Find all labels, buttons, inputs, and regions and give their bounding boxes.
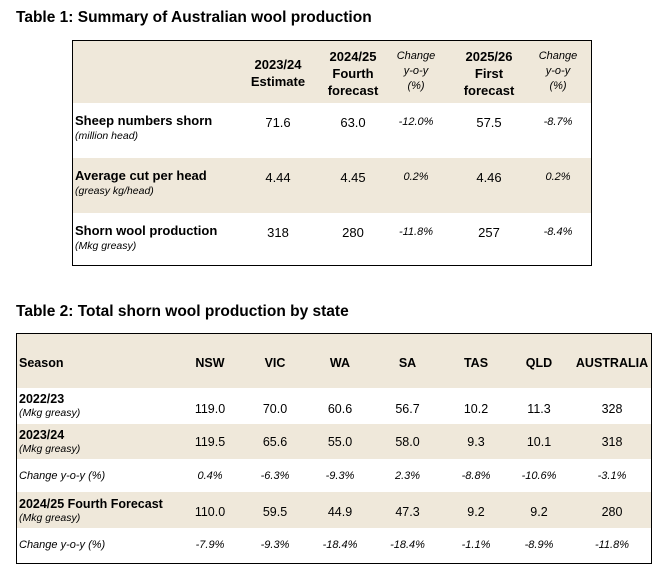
cell: -6.3% xyxy=(260,470,290,482)
cell: 10.1 xyxy=(526,435,552,449)
header-australia: AUSTRALIA xyxy=(575,356,649,370)
cell: 318 xyxy=(267,225,289,240)
cell: -8.9% xyxy=(524,539,554,551)
table2-header-row: Season NSW VIC WA SA TAS QLD AUSTRALIA xyxy=(17,334,651,388)
cell: 11.3 xyxy=(527,402,551,416)
table1-header-row: 2023/24 Estimate 2024/25 Fourth forecast Ch… xyxy=(73,41,591,103)
header-qld: QLD xyxy=(525,356,553,370)
cell: 9.3 xyxy=(467,435,485,449)
cell: 44.9 xyxy=(327,505,353,519)
table1-title: Table 1: Summary of Australian wool prod… xyxy=(16,9,372,26)
cell: -9.3% xyxy=(260,539,290,551)
table1-row-average-cut: Average cut per head (greasy kg/head) 4.… xyxy=(73,158,591,213)
table2-row-change-yoy-1: Change y-o-y (%) 0.4% -6.3% -9.3% 2.3% -… xyxy=(17,459,651,492)
table2-row-2024-25-fourth-forecast: 2024/25 Fourth Forecast (Mkg greasy) 110… xyxy=(17,492,651,528)
cell: -7.9% xyxy=(195,539,225,551)
wool-production-by-state-table: Season NSW VIC WA SA TAS QLD AUSTRALIA 2… xyxy=(16,333,652,564)
header-change-yoy-1: Change y-o-y (%) xyxy=(396,50,436,92)
cell: 280 xyxy=(342,225,364,240)
row-label: 2024/25 Fourth Forecast (Mkg greasy) xyxy=(19,497,163,524)
table2-row-change-yoy-2: Change y-o-y (%) -7.9% -9.3% -18.4% -18.… xyxy=(17,528,651,563)
cell: -9.3% xyxy=(325,470,355,482)
header-2023-24-estimate: 2023/24 Estimate xyxy=(250,57,306,89)
cell: 10.2 xyxy=(463,402,489,416)
cell: 257 xyxy=(478,225,500,240)
table2-row-2023-24: 2023/24 (Mkg greasy) 119.5 65.6 55.0 58.… xyxy=(17,424,651,459)
header-wa: WA xyxy=(329,356,351,370)
table2-row-2022-23: 2022/23 (Mkg greasy) 119.0 70.0 60.6 56.… xyxy=(17,388,651,424)
cell: -18.4% xyxy=(390,539,425,551)
row-label: Change y-o-y (%) xyxy=(19,539,106,551)
cell: 57.5 xyxy=(476,115,502,130)
cell: 71.6 xyxy=(265,115,291,130)
cell: 4.46 xyxy=(476,170,502,185)
row-label: Sheep numbers shorn (million head) xyxy=(75,113,213,142)
cell: 70.0 xyxy=(262,402,288,416)
header-sa: SA xyxy=(398,356,417,370)
cell: -12.0% xyxy=(398,116,434,128)
cell: 56.7 xyxy=(395,402,420,416)
cell: 4.44 xyxy=(265,170,291,185)
header-vic: VIC xyxy=(264,356,286,370)
cell: -1.1% xyxy=(461,539,491,551)
cell: -8.8% xyxy=(461,470,491,482)
cell: 280 xyxy=(601,505,623,519)
cell: 2.3% xyxy=(394,470,421,482)
row-label: Average cut per head (greasy kg/head) xyxy=(75,168,207,197)
row-label: 2023/24 (Mkg greasy) xyxy=(19,428,81,455)
row-label: 2022/23 (Mkg greasy) xyxy=(19,392,81,419)
row-label: Shorn wool production (Mkg greasy) xyxy=(75,223,218,252)
cell: 9.2 xyxy=(530,505,548,519)
cell: 9.2 xyxy=(467,505,485,519)
header-2025-26-first-forecast: 2025/26 First forecast xyxy=(463,49,515,98)
cell: 0.2% xyxy=(545,171,571,183)
cell: -11.8% xyxy=(398,226,434,238)
cell: 65.6 xyxy=(262,435,288,449)
cell: 63.0 xyxy=(340,115,366,130)
header-2024-25-fourth-forecast: 2024/25 Fourth forecast xyxy=(327,49,379,98)
header-season: Season xyxy=(19,356,64,370)
header-nsw: NSW xyxy=(195,356,225,370)
table1-row-shorn-wool-production: Shorn wool production (Mkg greasy) 318 2… xyxy=(73,213,591,265)
cell: -18.4% xyxy=(322,539,358,551)
cell: 318 xyxy=(601,435,623,449)
cell: -8.4% xyxy=(543,226,573,238)
cell: -11.8% xyxy=(594,539,630,551)
cell: 47.3 xyxy=(395,505,420,519)
cell: 0.2% xyxy=(403,171,429,183)
cell: 58.0 xyxy=(395,435,420,449)
cell: 60.6 xyxy=(327,402,353,416)
cell: 55.0 xyxy=(327,435,353,449)
row-label: Change y-o-y (%) xyxy=(19,470,106,482)
wool-production-summary-table: 2023/24 Estimate 2024/25 Fourth forecast Ch… xyxy=(72,40,592,266)
cell: 119.5 xyxy=(194,435,226,449)
cell: -3.1% xyxy=(597,470,627,482)
header-change-yoy-2: Change y-o-y (%) xyxy=(538,50,578,92)
cell: 4.45 xyxy=(340,170,366,185)
table2-title: Table 2: Total shorn wool production by … xyxy=(16,303,349,320)
cell: 110.0 xyxy=(194,505,226,519)
cell: -8.7% xyxy=(543,116,573,128)
cell: 328 xyxy=(601,402,623,416)
cell: -10.6% xyxy=(521,470,557,482)
cell: 59.5 xyxy=(262,505,288,519)
cell: 119.0 xyxy=(194,402,226,416)
table1-row-sheep-numbers: Sheep numbers shorn (million head) 71.6 … xyxy=(73,103,591,158)
header-tas: TAS xyxy=(463,356,489,370)
cell: 0.4% xyxy=(197,470,223,482)
